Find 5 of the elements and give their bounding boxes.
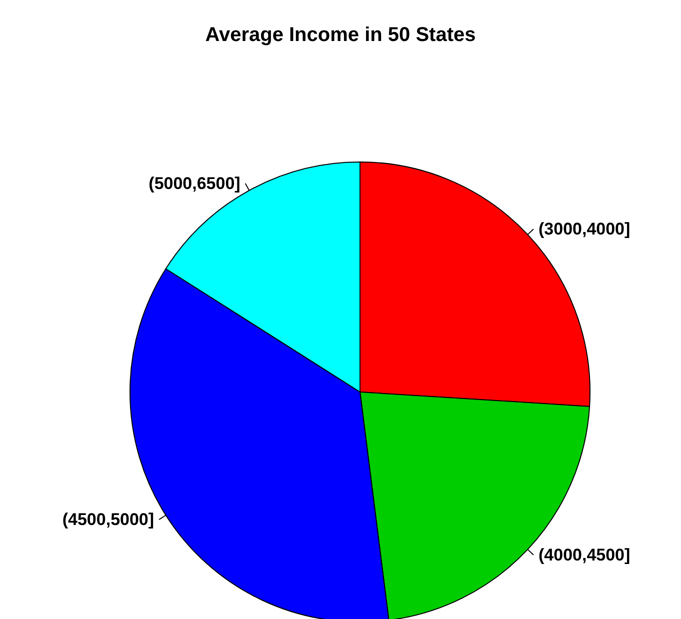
- slice-label: (3000,4000]: [538, 220, 630, 239]
- slice-label: (4500,5000]: [62, 510, 154, 530]
- slice-label: (4000,4500]: [538, 545, 630, 564]
- slice-label: (5000,6500]: [148, 174, 240, 193]
- chart-title: Average Income in 50 States: [205, 24, 476, 46]
